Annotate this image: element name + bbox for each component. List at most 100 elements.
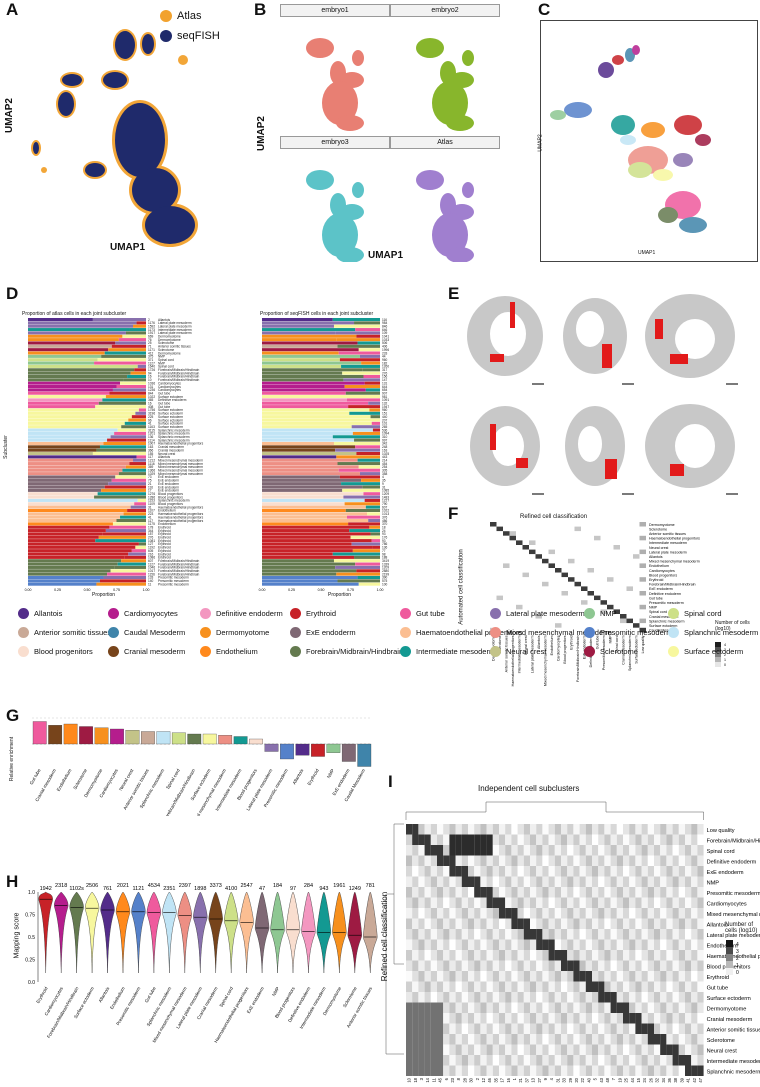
bar-segment: [95, 405, 146, 409]
heatmap-cell: [672, 908, 679, 919]
heatmap-cell: [516, 554, 523, 559]
bar-segment: [337, 344, 380, 348]
heatmap-cell: [535, 568, 542, 573]
umap-facets-b: [306, 38, 474, 262]
heatmap-cell: [691, 876, 698, 887]
heatmap-cell: [666, 1055, 673, 1066]
heatmap-cell: [626, 586, 633, 591]
bar-segment: [28, 445, 100, 449]
row-count-right: 376: [382, 515, 388, 519]
heatmap-cell: [678, 929, 685, 940]
heatmap-cell: [574, 563, 581, 568]
heatmap-cell: [607, 591, 614, 596]
heatmap-cell: [641, 1065, 648, 1076]
legend-swatch: [490, 646, 501, 657]
heatmap-cell: [592, 1034, 599, 1045]
heatmap-cell: [509, 600, 516, 605]
heatmap-cell: [561, 1065, 568, 1076]
heatmap-cell: [626, 554, 633, 559]
y-tick-label: 0.5: [28, 935, 35, 941]
legend-label: Haematoendothelial progenitors: [416, 628, 523, 637]
legend-label: Mixed mesenchymal mesoderm: [506, 628, 612, 637]
heatmap-cell: [647, 1023, 654, 1034]
bar-segment: [262, 465, 359, 469]
heatmap-cell: [449, 908, 456, 919]
bar-segment: [355, 445, 380, 449]
heatmap-cell: [600, 600, 607, 605]
row-label: Surface ectoderm: [649, 624, 677, 628]
heatmap-cell: [437, 866, 444, 877]
heatmap-cell: [424, 1065, 431, 1076]
heatmap-cell: [424, 939, 431, 950]
heatmap-cell: [535, 623, 542, 628]
bar-segment: [107, 572, 146, 576]
bar-segment: [262, 529, 350, 533]
enrichment-bar: [141, 731, 155, 745]
heatmap-cell: [503, 577, 510, 582]
heatmap-cell: [561, 845, 568, 856]
bar-segment: [28, 508, 128, 512]
heatmap-cell: [555, 614, 562, 619]
heatmap-cell: [654, 992, 661, 1003]
heatmap-cell: [660, 887, 667, 898]
heatmap-cell: [633, 563, 640, 568]
row-count-left: 1171: [148, 348, 155, 352]
heatmap-cell: [529, 609, 536, 614]
row-label: Endothelium: [649, 564, 669, 568]
heatmap-cell: [585, 1034, 592, 1045]
heatmap-cell: [492, 1034, 499, 1045]
heatmap-cell: [449, 929, 456, 940]
heatmap-cell: [685, 929, 692, 940]
row-count-right: 960: [382, 408, 388, 412]
bar-segment: [262, 539, 372, 543]
count-label: 1121: [133, 886, 145, 892]
legend-label: Atlas: [177, 10, 202, 22]
heatmap-cell: [581, 595, 588, 601]
violin-shape: [146, 891, 162, 974]
row-label: Surface ectoderm: [707, 996, 751, 1002]
legend-swatch: [668, 627, 679, 638]
heatmap-cell: [412, 824, 419, 835]
bar-segment: [28, 321, 137, 325]
heatmap-cell: [535, 563, 542, 568]
bar-segment: [362, 368, 380, 372]
enrichment-bar: [326, 743, 341, 753]
heatmap-cell: [639, 535, 646, 541]
col-label: 3: [419, 1077, 424, 1080]
heatmap-cell: [517, 1034, 524, 1045]
heatmap-cell: [691, 1013, 698, 1024]
heatmap-cell: [607, 549, 614, 555]
bar-segment: [371, 539, 380, 543]
heatmap-cell: [555, 595, 562, 601]
heatmap-cell: [585, 929, 592, 940]
legend-item: Spinal cord: [668, 608, 722, 619]
heatmap-cell: [542, 618, 549, 624]
heatmap-cell: [511, 929, 518, 940]
heatmap-cell: [542, 545, 549, 550]
row-label: Forebrain/Midbrain/Hindbrain: [649, 583, 696, 587]
row-count-left: 1086: [148, 556, 155, 560]
heatmap-cell: [598, 971, 605, 982]
heatmap-cell: [430, 824, 437, 835]
heatmap-cell: [654, 1013, 661, 1024]
bar-segment: [28, 354, 102, 358]
row-count-right: 1260: [382, 365, 389, 369]
row-label: Neural crest: [707, 1049, 738, 1055]
col-label: 8: [456, 1077, 461, 1080]
heatmap-cell: [535, 595, 542, 601]
heatmap-cell: [574, 545, 581, 550]
col-label: 10: [407, 1077, 412, 1082]
heatmap-cell: [509, 586, 516, 591]
bar-segment: [28, 334, 123, 338]
y-tick-label: 0.25: [25, 958, 35, 964]
count-label: 2397: [179, 883, 191, 889]
heatmap-cell: [499, 1044, 506, 1055]
umap-clusters-c: [550, 45, 711, 233]
heatmap-cell: [486, 939, 493, 950]
bar-segment: [28, 555, 125, 559]
heatmap-cell: [635, 1002, 642, 1013]
heatmap-cell: [610, 1023, 617, 1034]
heatmap-cell: [626, 600, 633, 605]
heatmap-cell: [548, 992, 555, 1003]
heatmap-cell: [672, 1013, 679, 1024]
